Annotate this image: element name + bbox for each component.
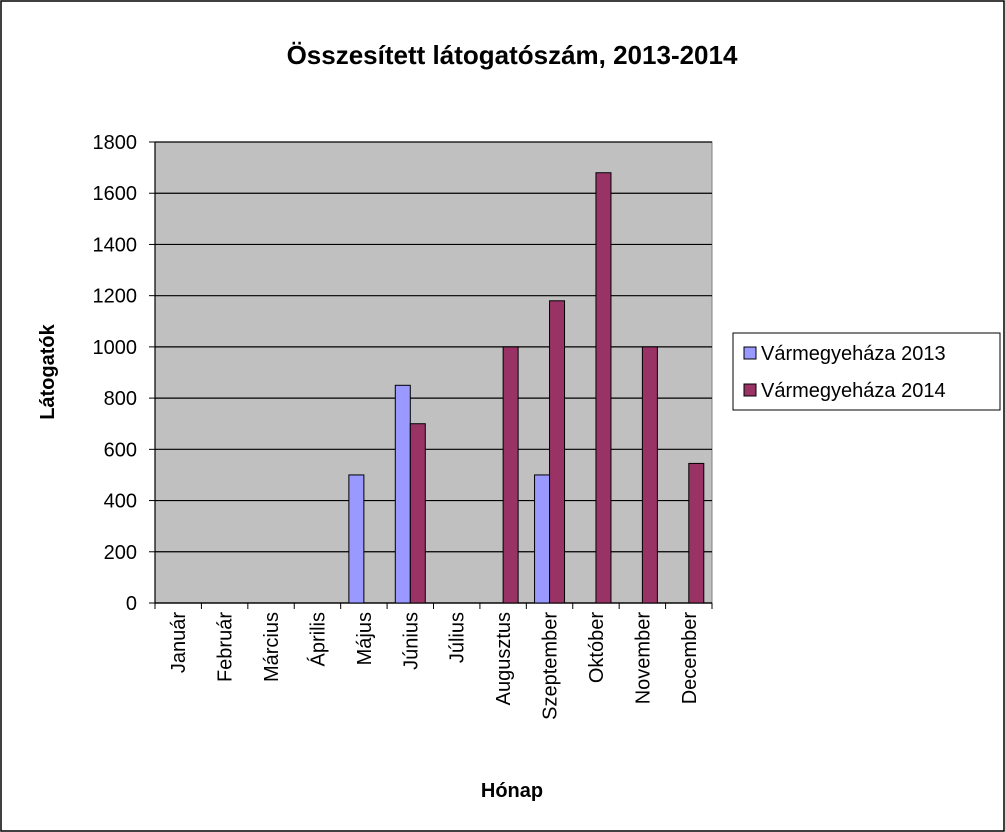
x-tick-label: Február [215,612,237,682]
y-tick-label: 600 [104,439,137,461]
x-tick-label: Május [354,612,376,665]
y-tick-label: 400 [104,491,137,513]
y-tick-label: 0 [126,593,137,615]
y-tick-label: 200 [104,542,137,564]
bar [595,172,612,604]
bar [641,346,658,604]
bar [394,384,411,604]
y-tick-label: 800 [104,388,137,410]
bar [502,346,519,604]
bar [549,300,566,604]
legend [732,332,1001,411]
x-tick-label: November [632,612,654,705]
y-tick-label: 1400 [93,234,138,256]
y-tick-label: 1800 [93,132,138,154]
bar [688,462,705,604]
x-tick-label: Január [168,612,190,673]
x-tick-label: Július [447,612,469,663]
x-tick-label: Március [261,612,283,682]
x-tick-label: Augusztus [493,612,515,705]
bar [409,423,426,604]
x-tick-label: Június [400,612,422,670]
plot-area [154,141,713,604]
y-tick-label: 1200 [93,286,138,308]
y-tick-label: 1600 [93,183,138,205]
x-axis-label: Hónap [481,780,543,802]
x-tick-label: Október [586,612,608,683]
x-tick-label: Április [306,612,329,666]
legend-label: Vármegyeháza 2014 [761,380,946,402]
chart-title: Összesített látogatószám, 2013-2014 [287,40,738,70]
x-tick-label: Szeptember [540,612,562,720]
legend-swatch [743,346,757,360]
bar [348,474,365,604]
bar [534,474,551,604]
legend-swatch [743,383,757,397]
legend-label: Vármegyeháza 2013 [761,343,946,365]
y-tick-label: 1000 [93,337,138,359]
y-axis-label: Látogatók [37,323,59,419]
x-tick-label: December [679,612,701,705]
